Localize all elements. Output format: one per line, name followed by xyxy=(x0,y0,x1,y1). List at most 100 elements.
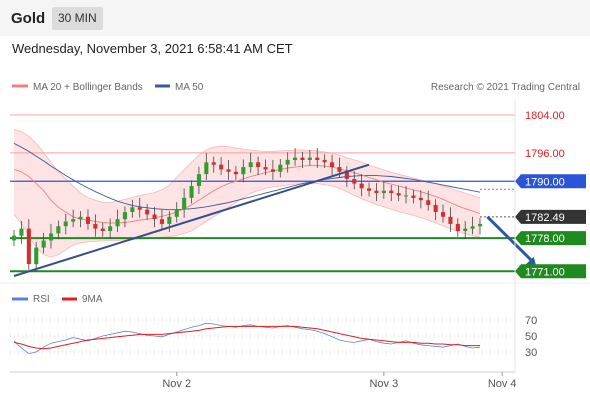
candle-body xyxy=(19,228,24,236)
ascending-trendline xyxy=(13,163,370,277)
rsi-tick-label: 30 xyxy=(525,347,537,359)
rsi-tick-label: 70 xyxy=(525,315,537,327)
level-label-1804-00: 1804.00 xyxy=(525,110,565,122)
level-label-1778-00: 1778.00 xyxy=(525,233,565,245)
candle-body xyxy=(337,167,342,172)
bollinger-lower-line xyxy=(13,182,481,258)
level-tag-1771-00 xyxy=(515,264,586,279)
candle-body xyxy=(145,209,150,215)
level-tag-1778-00 xyxy=(515,231,586,246)
candle-body xyxy=(418,197,423,201)
candle-body xyxy=(478,223,483,227)
chart-datetime: Wednesday, November 3, 2021 6:58:41 AM C… xyxy=(12,41,293,56)
ma20-legend-label: MA 20 + Bollinger Bands xyxy=(33,82,143,93)
candle-body xyxy=(174,209,179,217)
candle-body xyxy=(41,240,46,248)
candle-body xyxy=(441,212,446,217)
candle-body xyxy=(78,216,83,220)
candle-body xyxy=(56,226,61,234)
candle-body xyxy=(463,228,468,231)
candle-body xyxy=(233,171,238,175)
candle-body xyxy=(330,162,335,167)
candle-body xyxy=(374,190,379,194)
candle-body xyxy=(204,162,209,175)
x-axis: Nov 2 Nov 3 Nov 4 xyxy=(162,372,517,390)
rsi-ma-legend-label: 9MA xyxy=(82,294,103,305)
candle-body xyxy=(115,219,120,227)
x-tick-label: Nov 4 xyxy=(488,378,517,390)
x-tick-label: Nov 2 xyxy=(162,378,191,390)
candle-body xyxy=(34,247,39,265)
rsi-legend-label: RSI xyxy=(33,294,50,305)
candle-body xyxy=(455,223,460,231)
candle-body xyxy=(12,235,17,241)
candle-body xyxy=(470,226,475,229)
candle-body xyxy=(122,212,127,220)
candle-body xyxy=(130,207,135,212)
candle-body xyxy=(256,162,261,167)
candle-body xyxy=(241,167,246,175)
ma20-line xyxy=(13,165,481,224)
candle-body xyxy=(49,233,54,241)
candle-body xyxy=(322,159,327,163)
candle-body xyxy=(270,169,275,172)
credit-text: Research © 2021 Trading Central xyxy=(431,82,580,93)
price-panel xyxy=(10,114,537,277)
rsi-line xyxy=(13,322,481,355)
candle-body xyxy=(196,174,201,186)
candle-body xyxy=(381,190,386,194)
candle-body xyxy=(85,216,90,224)
timeframe-selector[interactable]: 30 MIN xyxy=(52,7,103,30)
bollinger-band-area xyxy=(14,129,480,258)
candle-body xyxy=(448,216,453,224)
ma50-legend-label: MA 50 xyxy=(175,82,204,93)
candle-body xyxy=(404,195,409,197)
candle-body xyxy=(278,164,283,172)
x-tick-label: Nov 3 xyxy=(369,378,398,390)
candle-body xyxy=(211,162,216,165)
level-label-1782-49: 1782.49 xyxy=(525,212,565,224)
ma50-line xyxy=(13,142,481,211)
candle-body xyxy=(182,197,187,210)
bollinger-upper-line xyxy=(13,128,481,204)
level-tag-1782-49 xyxy=(515,209,586,224)
rsi-ma-line xyxy=(13,325,480,350)
instrument-title: Gold xyxy=(11,10,46,27)
candle-body xyxy=(396,193,401,196)
level-label-1771-00: 1771.00 xyxy=(525,266,565,278)
candle-body xyxy=(71,219,76,222)
candle-body xyxy=(159,219,164,224)
candle-body xyxy=(344,171,349,179)
level-tag-1790-00 xyxy=(515,174,586,189)
candle-body xyxy=(219,164,224,170)
candle-body xyxy=(433,204,438,212)
candle-body xyxy=(137,207,142,210)
rsi-tick-label: 50 xyxy=(525,331,537,343)
level-label-1790-00: 1790.00 xyxy=(525,176,565,188)
level-label-1796-00: 1796.00 xyxy=(525,148,565,160)
candle-body xyxy=(189,186,194,198)
candle-body xyxy=(300,157,305,160)
candle-body xyxy=(100,228,105,231)
candle-body xyxy=(389,190,394,194)
candle-body xyxy=(26,228,31,265)
candle-body xyxy=(226,169,231,172)
candle-body xyxy=(307,157,312,160)
candle-body xyxy=(93,223,98,229)
header-bar: Gold 30 MIN xyxy=(0,0,590,36)
candle-body xyxy=(108,226,113,231)
candle-body xyxy=(63,221,68,227)
candle-body xyxy=(367,188,372,191)
candle-body xyxy=(167,216,172,224)
candle-body xyxy=(352,178,357,184)
candle-body xyxy=(152,214,157,220)
level-labels: 1804.00 1796.00 1790.00 1782.49 1778.00 1771.… xyxy=(515,110,586,279)
candle-body xyxy=(248,162,253,167)
candle-body xyxy=(411,195,416,198)
candle-body xyxy=(263,167,268,170)
rsi-panel: 70 50 30 xyxy=(10,315,537,359)
candle-body xyxy=(315,157,320,160)
candle-body xyxy=(285,159,290,165)
